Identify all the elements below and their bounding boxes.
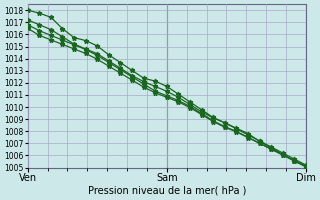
X-axis label: Pression niveau de la mer( hPa ): Pression niveau de la mer( hPa )	[88, 186, 246, 196]
